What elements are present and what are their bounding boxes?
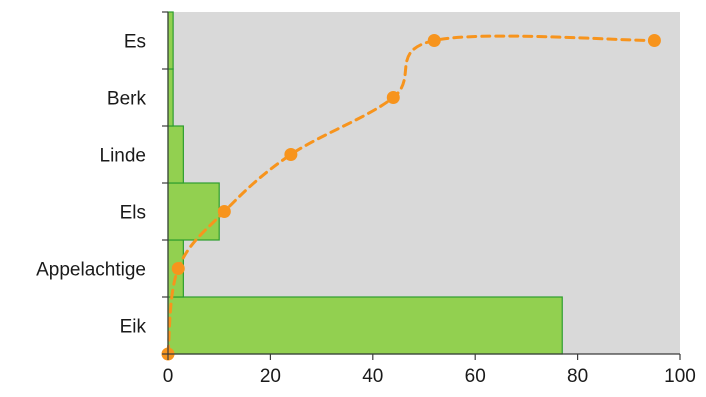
x-tick-label: 80	[567, 366, 588, 387]
bar-eik	[167, 296, 563, 355]
category-labels: Eik Appelachtige Els Linde Berk Es	[36, 32, 146, 338]
category-label-els: Els	[120, 203, 146, 224]
x-tick-label: 60	[465, 366, 486, 387]
x-tick-label: 0	[163, 366, 174, 387]
x-tick-label: 100	[664, 366, 696, 387]
line-point-3	[284, 148, 298, 161]
bar-berk	[167, 68, 174, 127]
line-point-6	[647, 34, 661, 47]
bar-es	[167, 11, 174, 70]
x-tick-labels: 0 20 40 60 80 100	[163, 366, 696, 387]
bar-linde	[167, 125, 184, 184]
line-point-5	[427, 34, 441, 47]
line-point-2	[217, 205, 231, 218]
bars	[167, 11, 563, 355]
line-point-1	[171, 262, 185, 275]
x-tick-label: 20	[260, 366, 281, 387]
bar-els	[167, 182, 220, 241]
category-label-appelachtige: Appelachtige	[36, 260, 146, 281]
axes	[162, 11, 681, 360]
category-label-berk: Berk	[107, 89, 147, 110]
category-label-eik: Eik	[120, 317, 147, 338]
x-tick-label: 40	[362, 366, 383, 387]
category-label-es: Es	[124, 32, 146, 53]
category-label-linde: Linde	[100, 146, 147, 167]
line-point-4	[386, 91, 400, 104]
cumulative-line	[161, 34, 661, 361]
